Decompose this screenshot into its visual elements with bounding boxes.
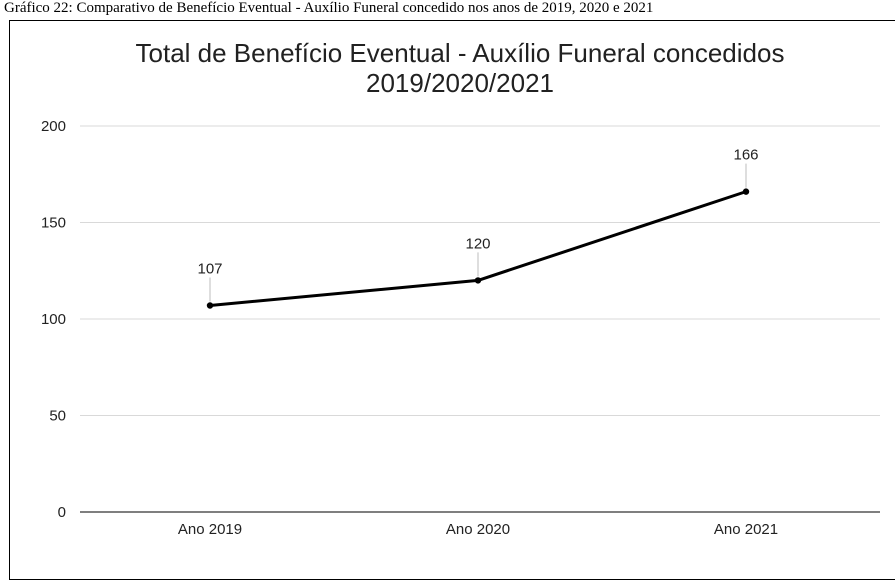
chart-subtitle: 2019/2020/2021 (366, 68, 554, 98)
x-tick-label: Ano 2021 (714, 521, 778, 538)
x-tick-label: Ano 2019 (178, 521, 242, 538)
y-tick-label: 150 (41, 215, 66, 232)
y-tick-label: 100 (41, 311, 66, 328)
figure-caption: Gráfico 22: Comparativo de Benefício Eve… (4, 0, 654, 16)
data-label: 120 (465, 235, 490, 252)
x-tick-label: Ano 2020 (446, 521, 510, 538)
data-label: 166 (733, 147, 758, 164)
data-point (742, 188, 750, 195)
data-point (474, 277, 482, 284)
line-chart: Total de Benefício Eventual - Auxílio Fu… (41, 38, 880, 538)
data-point (206, 302, 214, 309)
y-tick-label: 0 (58, 504, 66, 521)
y-tick-label: 200 (41, 118, 66, 135)
chart-title: Total de Benefício Eventual - Auxílio Fu… (136, 38, 785, 68)
y-tick-label: 50 (49, 408, 66, 425)
data-label: 107 (197, 260, 222, 277)
